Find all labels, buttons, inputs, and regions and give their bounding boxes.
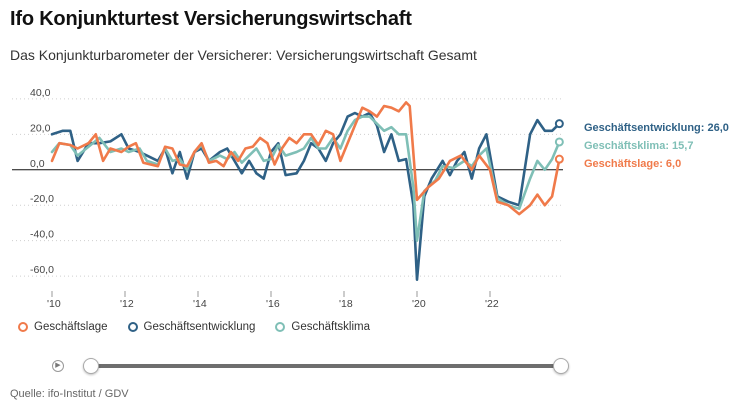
series-line-0	[50, 101, 561, 216]
y-axis-ticks: 40,0 20,0 0,0 -20,0 -40,0 -60,0	[30, 87, 54, 276]
series-end-label: Geschäftsentwicklung: 26,0	[584, 122, 729, 134]
series-end-label: Geschäftsklima: 15,7	[584, 140, 693, 152]
page-title: Ifo Konjunkturtest Versicherungswirtscha…	[10, 8, 412, 30]
x-tick-label: '18	[339, 298, 353, 310]
series-lines	[50, 101, 561, 281]
y-tick-label: 20,0	[30, 122, 51, 134]
x-tick-label: '10	[47, 298, 61, 310]
legend-label: Geschäftsklima	[291, 321, 370, 333]
grid-lines	[12, 98, 563, 277]
play-icon[interactable]: ▶	[52, 360, 64, 372]
x-tick-label: '12	[120, 298, 134, 310]
y-tick-label: 40,0	[30, 87, 51, 99]
slider-handle-end[interactable]	[553, 358, 569, 374]
legend-marker-icon	[18, 322, 28, 332]
y-tick-label: -20,0	[30, 193, 54, 205]
time-range-slider[interactable]: ▶	[52, 358, 569, 374]
x-tick-label: '22	[485, 298, 499, 310]
slider-handle-start[interactable]	[83, 358, 99, 374]
x-tick-label: '20	[412, 298, 426, 310]
series-end-labels: Geschäftsentwicklung: 26,0 Geschäftsklima…	[584, 122, 729, 170]
y-tick-label: 0,0	[30, 158, 45, 170]
series-line-2	[50, 115, 561, 242]
slider-track[interactable]	[90, 364, 562, 368]
series-line-1	[50, 111, 561, 281]
legend-marker-icon	[127, 322, 138, 332]
series-end-marker	[554, 137, 564, 147]
legend-item-geschaeftslage[interactable]: Geschäftslage	[18, 321, 108, 333]
page-subtitle: Das Konjunkturbarometer der Versicherer:…	[10, 47, 477, 63]
series-end-marker	[554, 154, 564, 164]
legend-marker-icon	[275, 322, 286, 332]
series-end-marker	[554, 119, 564, 129]
legend-label: Geschäftsentwicklung	[143, 321, 256, 333]
legend-item-geschaeftsklima[interactable]: Geschäftsklima	[275, 321, 370, 333]
y-tick-label: -40,0	[30, 229, 54, 241]
x-tick-label: '16	[266, 298, 280, 310]
y-tick-label: -60,0	[30, 264, 54, 276]
series-end-label: Geschäftslage: 6,0	[584, 158, 681, 170]
series-end-markers	[554, 119, 564, 164]
line-chart: 40,020,00,0-20,0-40,0-60,0 '10'12'14'16 '…	[12, 87, 729, 310]
x-axis-ticks: '10 '12 '14 '16 '18 '20 '22	[47, 291, 499, 310]
source-note: Quelle: ifo-Institut / GDV	[10, 388, 129, 400]
x-tick-label: '14	[193, 298, 207, 310]
legend-item-geschaeftsentwicklung[interactable]: Geschäftsentwicklung	[127, 321, 256, 333]
legend-label: Geschäftslage	[34, 321, 108, 333]
legend: Geschäftslage Geschäftsentwicklung Gesch…	[18, 321, 370, 333]
